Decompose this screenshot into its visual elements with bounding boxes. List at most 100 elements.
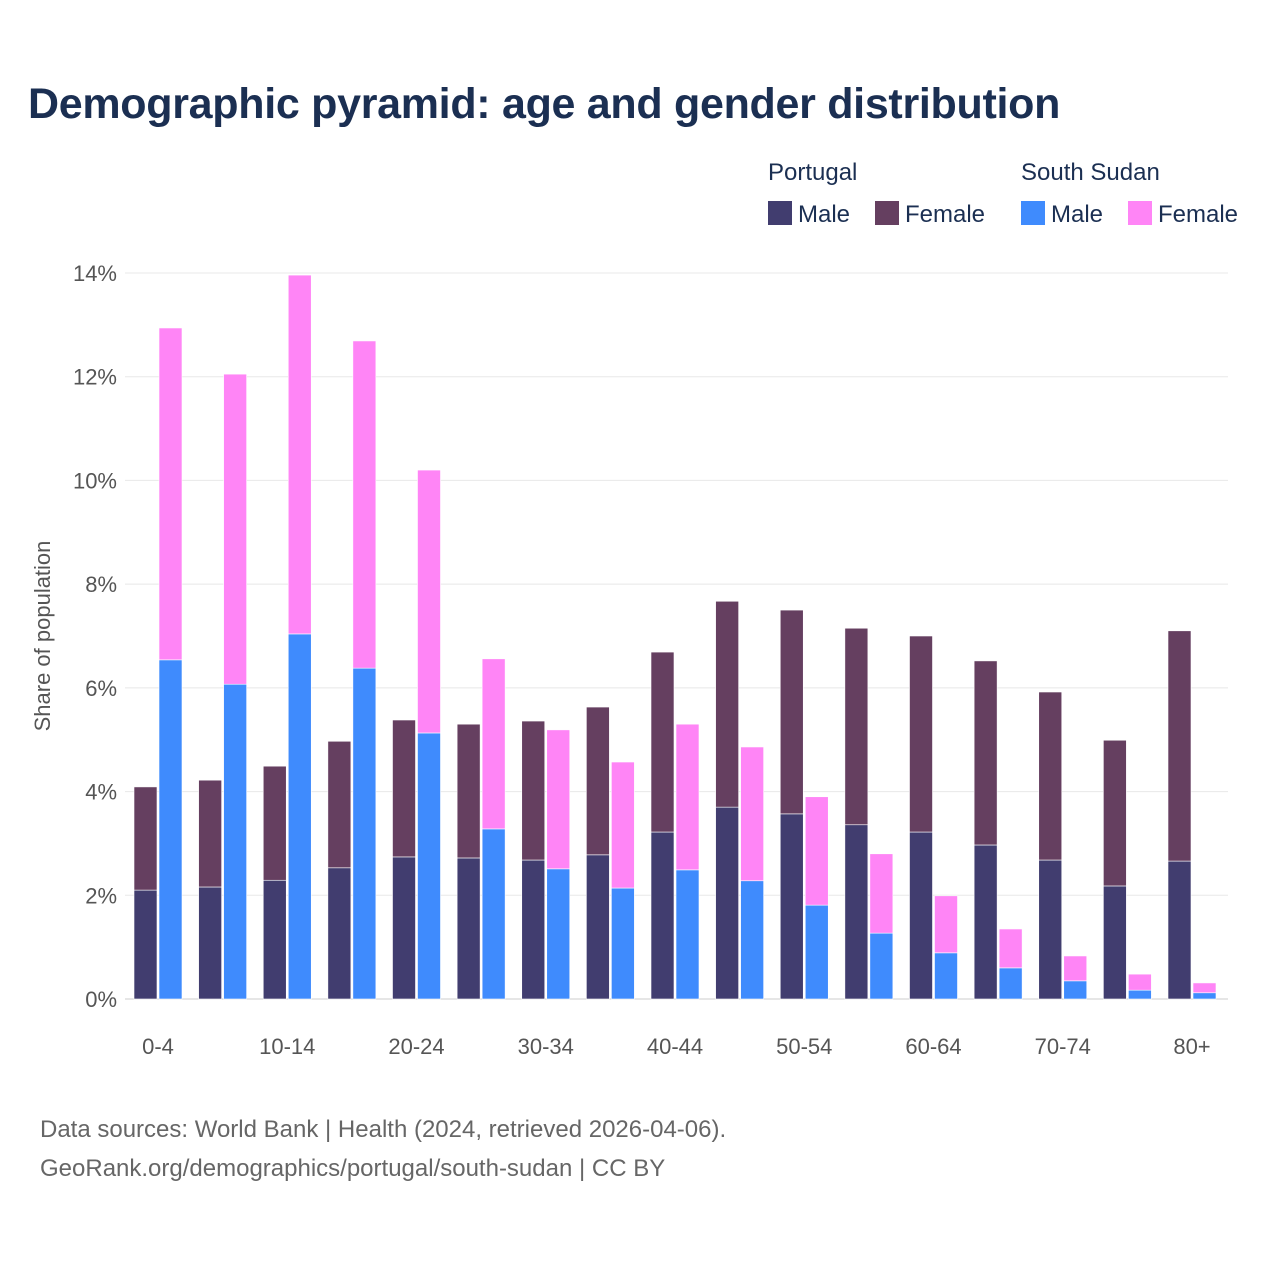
x-tick-label: 10-14 <box>259 1034 315 1059</box>
bar-south-sudan-female-55-59 <box>869 853 894 934</box>
bar-south-sudan-female-60-64 <box>934 895 958 954</box>
bar-south-sudan-female-80+ <box>1192 982 1217 994</box>
bar-south-sudan-female-30-34 <box>546 729 571 870</box>
bar-portugal-male-70-74 <box>1038 859 1063 1000</box>
bar-portugal-male-55-59 <box>844 824 869 1000</box>
bar-south-sudan-male-50-54 <box>804 904 829 1000</box>
x-tick-label: 30-34 <box>518 1034 574 1059</box>
y-tick-label: 8% <box>85 572 117 597</box>
bar-south-sudan-female-15-19 <box>352 340 377 669</box>
bar-south-sudan-female-40-44 <box>675 723 700 871</box>
bar-south-sudan-male-60-64 <box>934 952 958 1000</box>
bar-south-sudan-male-10-14 <box>287 633 312 1000</box>
bar-portugal-female-55-59 <box>844 627 869 826</box>
bar-portugal-female-75-79 <box>1103 739 1127 887</box>
legend-swatch-female <box>1128 201 1152 225</box>
y-tick-label: 0% <box>85 987 117 1012</box>
bar-portugal-male-0-4 <box>133 889 158 1000</box>
bar-south-sudan-female-25-29 <box>481 658 506 830</box>
legend-group-title: Portugal <box>768 159 857 186</box>
x-tick-label: 80+ <box>1173 1034 1210 1059</box>
y-tick-label: 12% <box>73 365 117 390</box>
legend-label-female: Female <box>905 201 985 228</box>
x-tick-label: 60-64 <box>905 1034 961 1059</box>
y-tick-label: 6% <box>85 676 117 701</box>
bar-south-sudan-female-65-69 <box>998 928 1023 969</box>
bar-portugal-male-75-79 <box>1103 885 1127 1000</box>
bar-south-sudan-male-35-39 <box>611 887 635 1000</box>
chart-title: Demographic pyramid: age and gender dist… <box>28 80 1061 128</box>
bar-portugal-female-20-24 <box>392 719 416 858</box>
bar-portugal-female-0-4 <box>133 786 158 891</box>
legend-swatch-male <box>768 201 792 225</box>
bar-portugal-female-45-49 <box>715 600 739 808</box>
bar-portugal-male-40-44 <box>650 831 675 1000</box>
bar-south-sudan-female-75-79 <box>1128 973 1152 991</box>
y-tick-label: 14% <box>73 261 117 286</box>
bar-portugal-female-60-64 <box>909 635 933 833</box>
bar-south-sudan-female-70-74 <box>1063 955 1088 982</box>
bar-portugal-female-40-44 <box>650 651 675 833</box>
bar-south-sudan-female-45-49 <box>740 746 764 882</box>
bar-portugal-male-5-9 <box>198 886 222 1000</box>
footer-credit: GeoRank.org/demographics/portugal/south-… <box>40 1155 666 1182</box>
bar-portugal-male-25-29 <box>456 857 481 1000</box>
bar-portugal-female-50-54 <box>779 609 804 815</box>
bar-portugal-female-70-74 <box>1038 691 1063 861</box>
bar-south-sudan-male-5-9 <box>223 683 247 1000</box>
bar-south-sudan-male-30-34 <box>546 868 571 1000</box>
bar-portugal-female-80+ <box>1167 630 1192 862</box>
bar-portugal-female-10-14 <box>262 765 287 881</box>
x-tick-label: 70-74 <box>1035 1034 1091 1059</box>
bar-south-sudan-female-50-54 <box>804 796 829 906</box>
bar-south-sudan-male-45-49 <box>740 880 764 1000</box>
x-tick-label: 0-4 <box>142 1034 174 1059</box>
bar-south-sudan-male-75-79 <box>1128 989 1152 1000</box>
bar-portugal-female-35-39 <box>586 706 610 856</box>
bar-portugal-male-60-64 <box>909 831 933 1000</box>
bar-south-sudan-male-20-24 <box>417 732 441 1000</box>
legend-swatch-female <box>875 201 899 225</box>
y-axis-label: Share of population <box>30 541 55 732</box>
x-tick-label: 50-54 <box>776 1034 832 1059</box>
bar-portugal-male-45-49 <box>715 806 739 1000</box>
bar-portugal-male-65-69 <box>973 844 998 1000</box>
legend-label-male: Male <box>1051 201 1103 228</box>
bar-south-sudan-male-0-4 <box>158 659 183 1000</box>
y-tick-label: 4% <box>85 780 117 805</box>
bar-portugal-male-35-39 <box>586 854 610 1000</box>
bar-south-sudan-female-0-4 <box>158 327 183 661</box>
y-tick-label: 10% <box>73 468 117 493</box>
bar-south-sudan-male-15-19 <box>352 667 377 1000</box>
bar-portugal-male-15-19 <box>327 867 352 1000</box>
bar-south-sudan-male-40-44 <box>675 869 700 1000</box>
bar-south-sudan-male-55-59 <box>869 932 894 1000</box>
bar-south-sudan-male-25-29 <box>481 828 506 1000</box>
bar-portugal-female-30-34 <box>521 720 546 861</box>
footer-source: Data sources: World Bank | Health (2024,… <box>40 1116 727 1143</box>
bar-portugal-female-65-69 <box>973 660 998 846</box>
legend-label-female: Female <box>1158 201 1238 228</box>
bar-portugal-male-80+ <box>1167 860 1192 1000</box>
bar-south-sudan-male-80+ <box>1192 992 1217 1000</box>
bar-portugal-female-5-9 <box>198 779 222 888</box>
bar-south-sudan-female-10-14 <box>287 274 312 635</box>
y-tick-label: 2% <box>85 883 117 908</box>
legend-swatch-male <box>1021 201 1045 225</box>
bar-portugal-male-30-34 <box>521 859 546 1000</box>
bar-portugal-female-15-19 <box>327 740 352 869</box>
bar-south-sudan-female-20-24 <box>417 469 441 734</box>
x-tick-label: 20-24 <box>388 1034 444 1059</box>
bar-portugal-male-10-14 <box>262 879 287 1000</box>
bar-south-sudan-female-5-9 <box>223 373 247 685</box>
bar-portugal-male-50-54 <box>779 813 804 1000</box>
bar-portugal-male-20-24 <box>392 856 416 1000</box>
x-tick-label: 40-44 <box>647 1034 703 1059</box>
legend-group-title: South Sudan <box>1021 159 1160 186</box>
bar-portugal-female-25-29 <box>456 723 481 859</box>
bar-south-sudan-male-70-74 <box>1063 980 1088 1000</box>
bar-south-sudan-male-65-69 <box>998 967 1023 1000</box>
legend-label-male: Male <box>798 201 850 228</box>
bar-south-sudan-female-35-39 <box>611 761 635 889</box>
